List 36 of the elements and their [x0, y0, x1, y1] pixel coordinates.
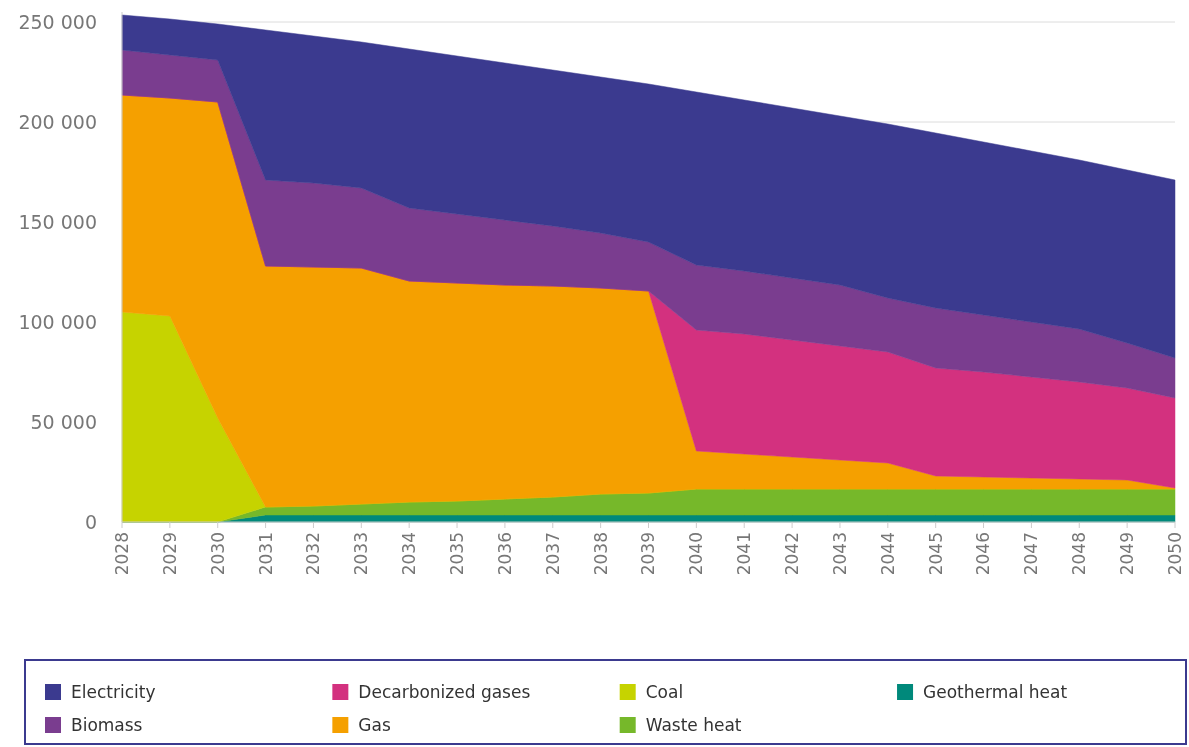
x-tick-label: 2036: [494, 532, 515, 576]
x-tick-label: 2034: [399, 532, 420, 576]
y-tick-label: 100 000: [18, 310, 97, 333]
x-tick-label: 2031: [255, 532, 276, 576]
x-tick-label: 2033: [351, 532, 372, 576]
x-tick-label: 2047: [1021, 532, 1042, 576]
x-tick-label: 2049: [1117, 532, 1138, 576]
x-tick-label: 2041: [734, 532, 755, 576]
x-tick-label: 2042: [782, 532, 803, 576]
x-tick-label: 2045: [925, 532, 946, 576]
x-tick-label: 2032: [303, 532, 324, 576]
x-tick-label: 2043: [829, 532, 850, 576]
x-tick-label: 2039: [638, 532, 659, 576]
legend-label: Waste heat: [645, 714, 742, 735]
x-tick-label: 2046: [973, 532, 994, 576]
x-tick-label: 2044: [877, 532, 898, 576]
y-tick-label: 0: [84, 510, 97, 533]
x-tick-label: 2048: [1069, 532, 1090, 576]
y-tick-label: 250 000: [18, 10, 97, 33]
legend-label: Geothermal heat: [923, 681, 1068, 702]
legend-label: Decarbonized gases: [358, 681, 531, 702]
legend-label: Biomass: [71, 714, 143, 735]
x-tick-label: 2028: [111, 532, 132, 576]
y-tick-label: 200 000: [18, 110, 97, 133]
x-tick-label: 2030: [207, 532, 228, 576]
x-tick-label: 2029: [159, 532, 180, 576]
x-tick-label: 2050: [1164, 532, 1185, 576]
x-tick-label: 2038: [590, 532, 611, 576]
x-tick-label: 2040: [686, 532, 707, 576]
x-tick-label: 2035: [447, 532, 467, 576]
legend-label: Coal: [645, 681, 684, 702]
y-tick-label: 150 000: [18, 210, 97, 233]
legend-label: Gas: [358, 714, 391, 735]
legend-label: Electricity: [71, 681, 156, 702]
y-tick-label: 50 000: [30, 410, 97, 433]
x-tick-label: 2037: [542, 532, 563, 576]
